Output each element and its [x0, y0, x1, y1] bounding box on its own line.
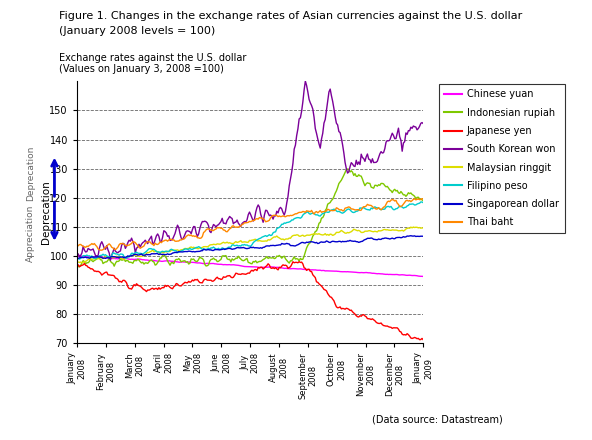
Singaporean dollar — [240, 245, 247, 250]
South Korean won — [361, 159, 368, 164]
Line: Japanese yen: Japanese yen — [77, 262, 423, 340]
Malaysian ringgit — [73, 259, 81, 264]
Filipino peso — [271, 229, 278, 235]
Filipino peso — [240, 242, 247, 248]
Malaysian ringgit — [420, 225, 427, 231]
South Korean won — [364, 151, 371, 157]
Thai baht — [420, 196, 427, 202]
Indonesian rupiah — [272, 256, 279, 261]
Line: Filipino peso: Filipino peso — [77, 202, 423, 260]
Text: Deprecation: Deprecation — [41, 180, 51, 244]
Line: Thai baht: Thai baht — [77, 198, 423, 250]
Malaysian ringgit — [288, 234, 295, 239]
Chinese yuan — [240, 264, 247, 269]
Filipino peso — [417, 199, 424, 205]
Filipino peso — [359, 205, 366, 211]
Malaysian ringgit — [363, 228, 370, 234]
South Korean won — [272, 213, 279, 219]
Thai baht — [97, 248, 104, 253]
Japanese yen — [73, 262, 81, 267]
South Korean won — [420, 121, 427, 126]
Japanese yen — [420, 337, 427, 342]
South Korean won — [302, 78, 309, 84]
Text: (Data source: Datastream): (Data source: Datastream) — [372, 414, 503, 425]
Singaporean dollar — [287, 243, 294, 248]
Indonesian rupiah — [344, 166, 351, 172]
Chinese yuan — [287, 266, 294, 271]
Chinese yuan — [359, 270, 366, 275]
Indonesian rupiah — [361, 183, 368, 188]
South Korean won — [73, 253, 81, 258]
Japanese yen — [127, 286, 134, 291]
Malaysian ringgit — [78, 260, 85, 265]
Malaysian ringgit — [410, 224, 417, 230]
Thai baht — [73, 244, 81, 249]
Japanese yen — [271, 266, 278, 271]
Filipino peso — [73, 257, 81, 262]
Indonesian rupiah — [420, 198, 427, 203]
South Korean won — [241, 219, 248, 224]
Japanese yen — [363, 314, 370, 319]
South Korean won — [128, 235, 135, 241]
Text: Appreciation: Appreciation — [25, 205, 35, 262]
Indonesian rupiah — [364, 180, 371, 185]
Singaporean dollar — [361, 237, 368, 242]
Thai baht — [128, 241, 135, 246]
Indonesian rupiah — [288, 258, 295, 264]
Japanese yen — [295, 259, 303, 264]
Japanese yen — [360, 312, 367, 317]
Filipino peso — [361, 206, 368, 211]
Malaysian ringgit — [241, 239, 248, 245]
Line: Singaporean dollar: Singaporean dollar — [77, 236, 423, 259]
Filipino peso — [127, 253, 134, 258]
Line: South Korean won: South Korean won — [77, 81, 423, 260]
Text: Figure 1. Changes in the exchange rates of Asian currencies against the U.S. dol: Figure 1. Changes in the exchange rates … — [59, 11, 523, 21]
Filipino peso — [420, 200, 427, 205]
Singaporean dollar — [407, 233, 414, 238]
Chinese yuan — [127, 257, 134, 262]
Thai baht — [272, 213, 279, 218]
Malaysian ringgit — [360, 230, 367, 235]
Singaporean dollar — [127, 253, 134, 259]
Thai baht — [241, 220, 248, 225]
Singaporean dollar — [420, 234, 427, 239]
Singaporean dollar — [359, 238, 366, 244]
Thai baht — [288, 213, 295, 218]
Indonesian rupiah — [76, 264, 83, 269]
Singaporean dollar — [271, 243, 278, 248]
Chinese yuan — [420, 274, 427, 279]
Malaysian ringgit — [272, 235, 279, 240]
Chinese yuan — [73, 253, 81, 258]
Indonesian rupiah — [73, 262, 81, 268]
Text: (January 2008 levels = 100): (January 2008 levels = 100) — [59, 26, 215, 37]
Text: Deprecation: Deprecation — [25, 145, 35, 201]
Malaysian ringgit — [128, 253, 135, 258]
Japanese yen — [240, 271, 247, 277]
Japanese yen — [287, 264, 294, 269]
Chinese yuan — [361, 270, 368, 275]
Text: Exchange rates against the U.S. dollar: Exchange rates against the U.S. dollar — [59, 53, 247, 63]
Line: Chinese yuan: Chinese yuan — [77, 256, 423, 276]
Filipino peso — [287, 219, 294, 224]
Thai baht — [419, 196, 426, 201]
Thai baht — [363, 203, 370, 209]
Line: Indonesian rupiah: Indonesian rupiah — [77, 169, 423, 267]
Thai baht — [360, 204, 367, 209]
South Korean won — [107, 257, 114, 263]
Indonesian rupiah — [241, 257, 248, 263]
Legend: Chinese yuan, Indonesian rupiah, Japanese yen, South Korean won, Malaysian ringg: Chinese yuan, Indonesian rupiah, Japanes… — [439, 84, 565, 233]
Chinese yuan — [271, 264, 278, 270]
Indonesian rupiah — [128, 260, 135, 265]
Line: Malaysian ringgit: Malaysian ringgit — [77, 227, 423, 263]
Singaporean dollar — [73, 257, 81, 262]
Text: (Values on January 3, 2008 =100): (Values on January 3, 2008 =100) — [59, 64, 224, 74]
South Korean won — [288, 169, 295, 175]
